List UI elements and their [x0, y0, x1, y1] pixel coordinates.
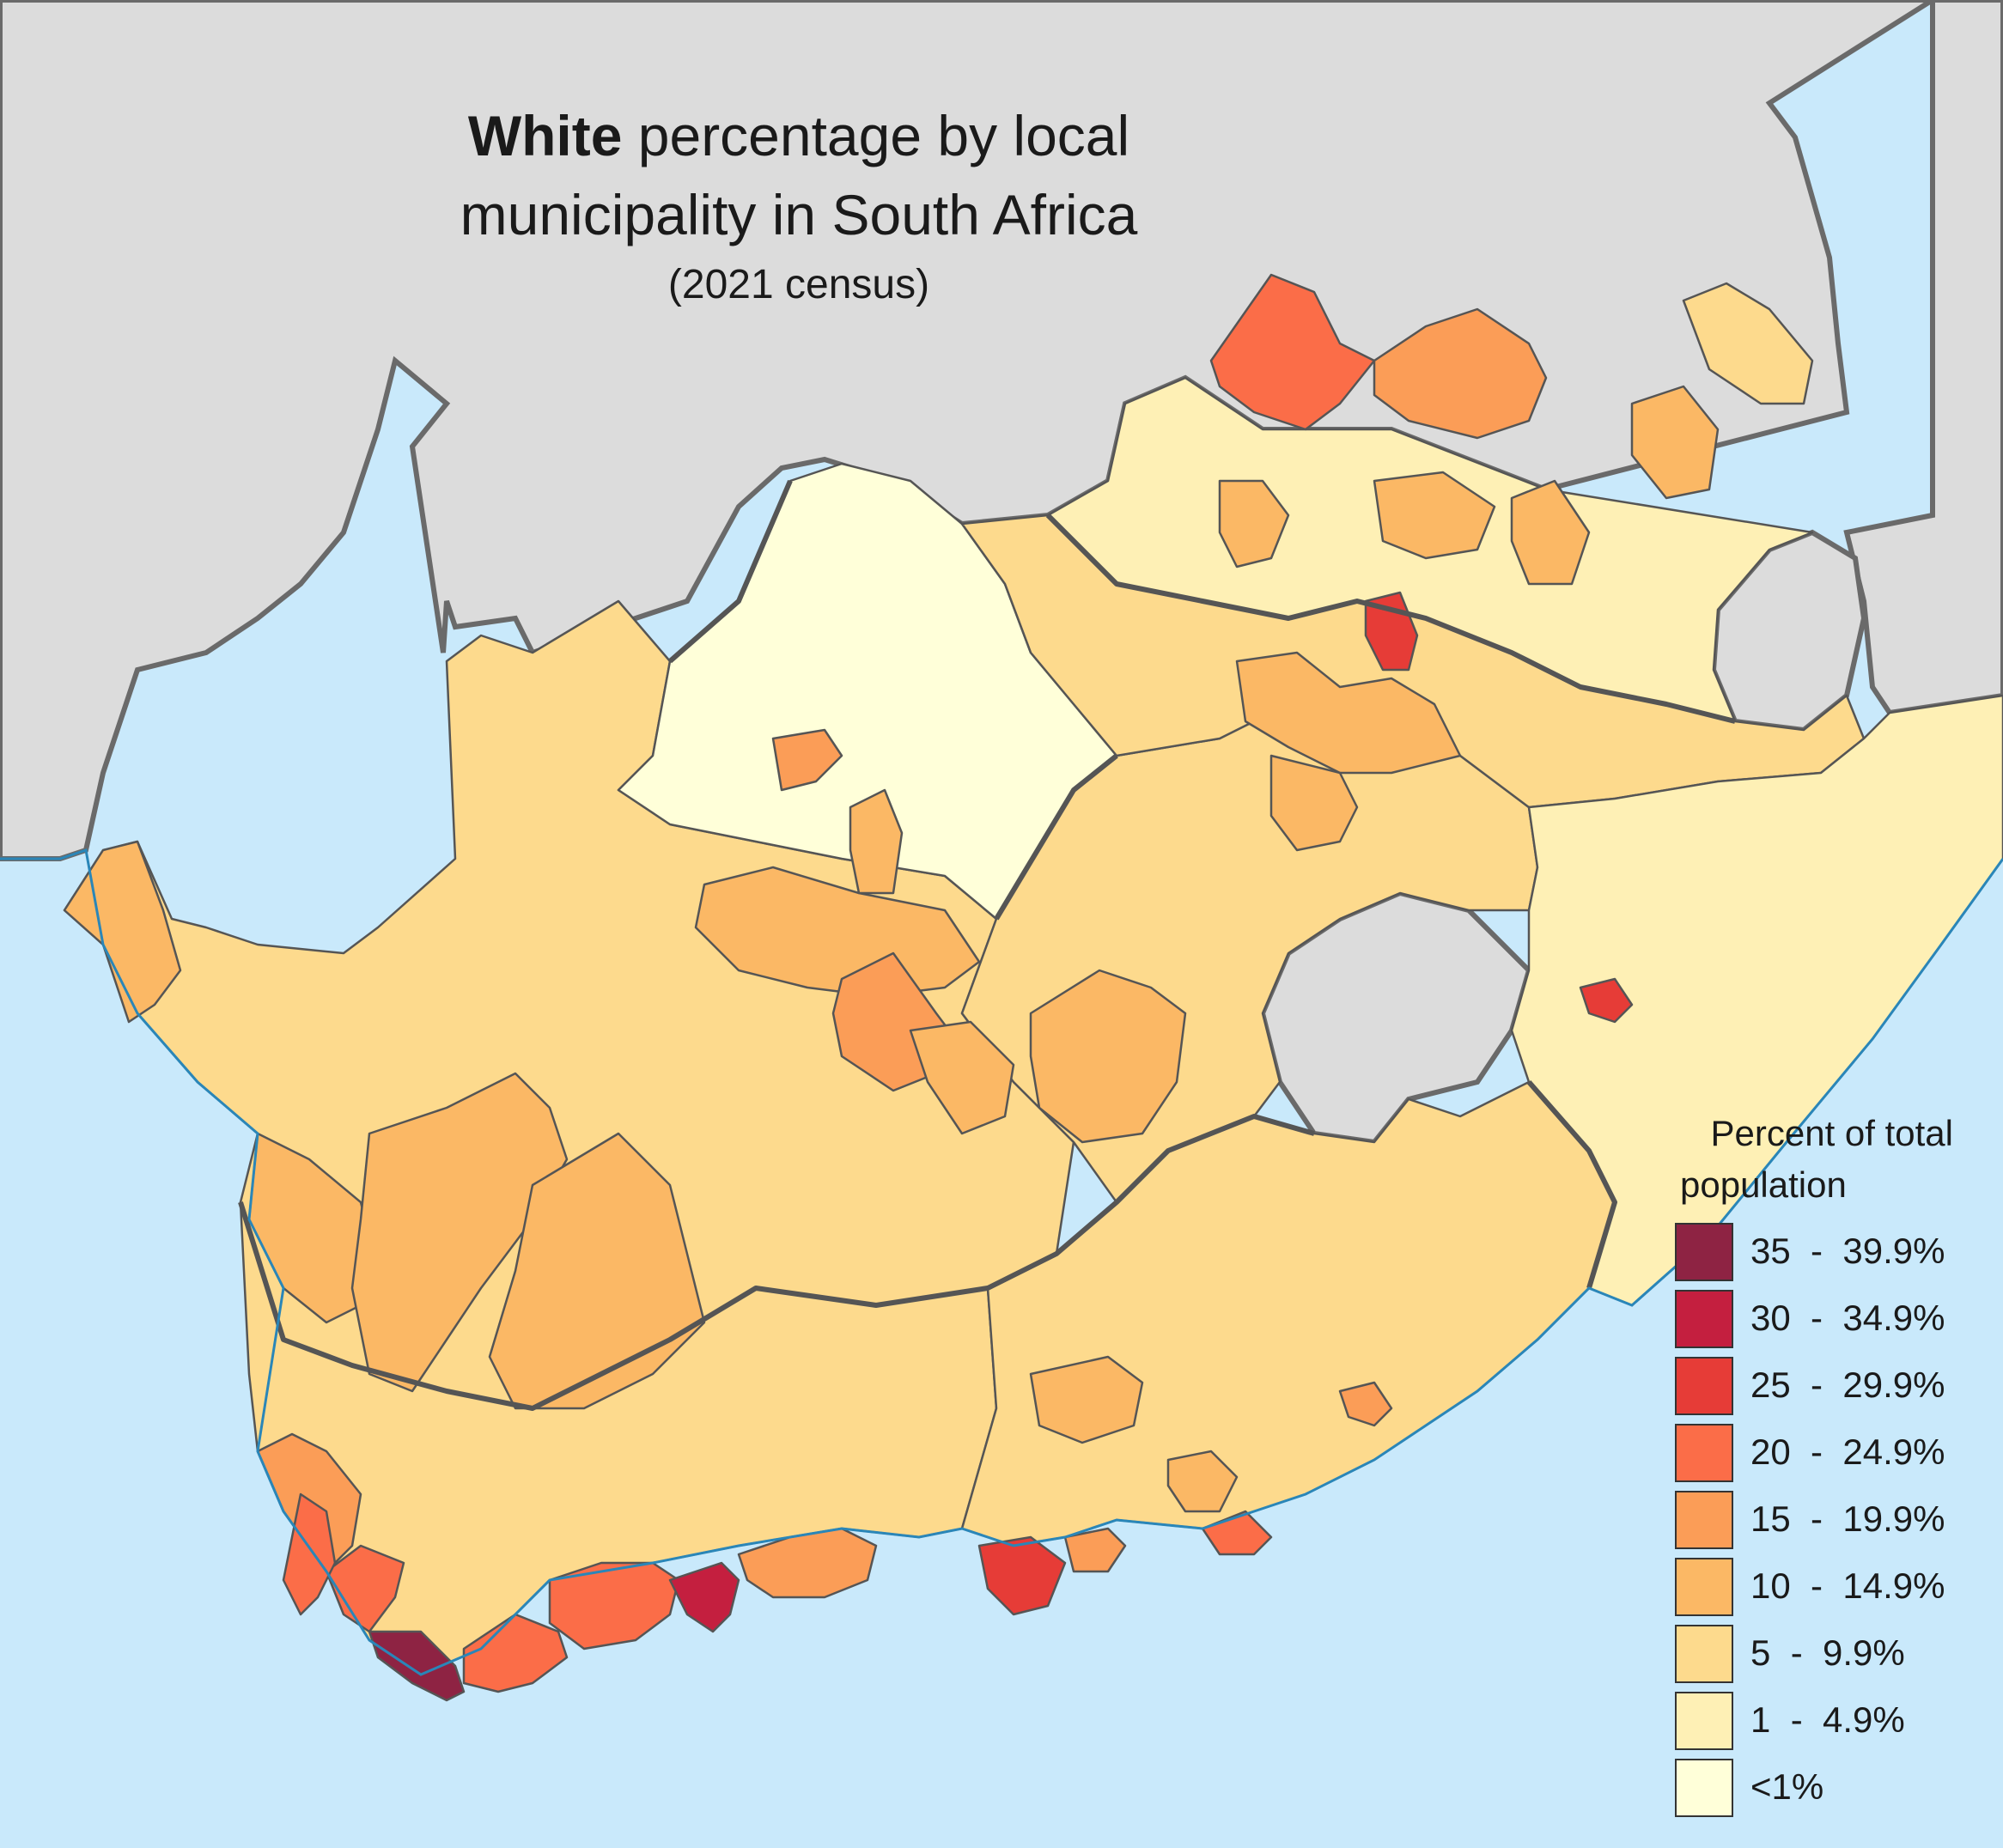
legend-swatch — [1675, 1357, 1733, 1415]
municipality-midvaal — [1373, 471, 1496, 560]
municipality-karoo-central — [350, 1072, 569, 1393]
municipality-freestate-north2 — [1269, 754, 1359, 852]
municipality-mangaung — [1029, 969, 1187, 1144]
municipality-karoo-south — [488, 1132, 706, 1410]
legend: Percent of total population 35 - 39.9% 30… — [1675, 1108, 1984, 1826]
legend-swatch — [1675, 1424, 1733, 1482]
municipality-pretoria-east — [1630, 385, 1720, 500]
title-line-1-rest: percentage by local — [622, 104, 1130, 167]
municipality-hessequa — [668, 1561, 740, 1633]
title-line-3: (2021 census) — [667, 262, 930, 307]
coastline — [0, 848, 2003, 1676]
legend-swatch — [1675, 1223, 1733, 1281]
municipality-knysna — [977, 1535, 1067, 1616]
municipality-kzn-central — [1579, 977, 1634, 1024]
municipality-emfuleni — [1510, 479, 1591, 586]
municipality-kimberley — [771, 728, 843, 792]
municipality-amathole — [1029, 1355, 1144, 1444]
municipality-bojanala — [1218, 479, 1290, 568]
legend-label: 35 - 39.9% — [1750, 1231, 1945, 1271]
legend-label: <1% — [1750, 1766, 1824, 1807]
legend-swatch — [1675, 1625, 1733, 1683]
municipality-lydenburg — [1682, 282, 1814, 405]
legend-title-line-2: population — [1680, 1164, 1847, 1205]
municipality-barkly — [849, 788, 904, 895]
legend-swatch — [1675, 1558, 1733, 1616]
municipality-cape-town — [282, 1492, 337, 1616]
municipality-swellendam — [548, 1561, 680, 1650]
map-title: White percentage by local municipality i… — [369, 96, 1228, 313]
legend-items: 35 - 39.9% 30 - 34.9% 25 - 29.9% 20 - 24.9%… — [1675, 1223, 1984, 1826]
province-border-nc-fs — [994, 753, 1118, 921]
legend-label: 15 - 19.9% — [1750, 1498, 1945, 1539]
legend-title-line-1: Percent of total — [1710, 1113, 1954, 1153]
municipality-overberg — [368, 1630, 466, 1702]
municipality-tswelopele — [909, 1020, 1015, 1135]
title-line-1: White percentage by local — [369, 96, 1228, 175]
legend-swatch — [1675, 1290, 1733, 1348]
legend-label: 30 - 34.9% — [1750, 1298, 1945, 1338]
legend-swatch — [1675, 1692, 1733, 1750]
title-bold-word: White — [467, 104, 623, 167]
municipality-siyathemba — [694, 866, 981, 998]
legend-label: 20 - 24.9% — [1750, 1432, 1945, 1472]
province-border-nw — [668, 479, 793, 664]
legend-swatch — [1675, 1759, 1733, 1817]
title-line-2: municipality in South Africa — [460, 183, 1138, 246]
province-border-nc-wc — [238, 1201, 989, 1411]
province-borders — [238, 479, 1736, 1411]
province-border-lim-mp — [1045, 513, 1736, 724]
municipality-great-kei — [1338, 1381, 1393, 1427]
municipality-drakenstein — [325, 1544, 405, 1633]
legend-swatch — [1675, 1491, 1733, 1549]
legend-label: 5 - 9.9% — [1750, 1632, 1905, 1673]
municipality-waterberg — [1209, 273, 1376, 431]
municipality-richtersveld — [63, 840, 182, 1024]
municipality-modimolle — [1373, 307, 1548, 440]
province-border-ec-kzn — [1526, 1080, 1617, 1289]
legend-label: 1 - 4.9% — [1750, 1699, 1905, 1740]
province-border-fs-ec — [986, 1114, 1315, 1291]
legend-label: 25 - 29.9% — [1750, 1365, 1945, 1405]
municipality-bitou — [1063, 1527, 1127, 1573]
neighbor-land-east — [1843, 0, 2003, 716]
municipality-ndlambe — [1166, 1450, 1239, 1513]
legend-label: 10 - 14.9% — [1750, 1565, 1945, 1606]
municipality-theewaterskloof — [462, 1613, 569, 1693]
municipality-freestate-north — [1235, 651, 1462, 775]
